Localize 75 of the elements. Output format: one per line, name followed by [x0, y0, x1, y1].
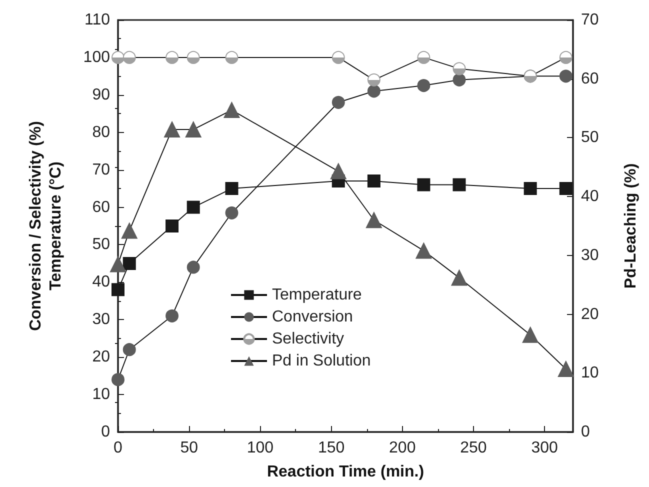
y-tick-label: 0: [101, 424, 110, 440]
y-tick-label: 100: [83, 48, 110, 66]
y-tick-label: 20: [92, 348, 110, 366]
point: [122, 50, 136, 64]
point: [225, 50, 238, 64]
point: [417, 50, 430, 64]
x-tick-label: 200: [389, 440, 416, 456]
y2-tick-label: 20: [581, 306, 599, 323]
y-axis-title: Conversion / Selectivity (%) Temperature (°C): [28, 121, 64, 331]
point: [367, 73, 380, 86]
legend-label: Selectivity: [272, 330, 344, 348]
point: [112, 50, 124, 64]
x-tick-label: 50: [180, 440, 198, 456]
point: [452, 73, 466, 86]
point: [522, 326, 538, 343]
point: [186, 50, 200, 64]
point: [164, 121, 180, 138]
point: [332, 96, 345, 109]
y2-tick-label: 70: [581, 12, 599, 28]
point: [166, 309, 179, 322]
point: [224, 102, 240, 118]
x-tick-label: 100: [246, 440, 274, 456]
point: [559, 182, 572, 196]
x-tick-label: 300: [531, 440, 558, 456]
point: [367, 174, 380, 188]
y2-tick-label: 60: [581, 70, 599, 88]
point: [417, 178, 430, 192]
point: [558, 361, 574, 378]
point: [186, 260, 200, 274]
point: [166, 220, 179, 232]
y2-tick-label: 40: [581, 188, 599, 206]
y-tick-label: 10: [92, 386, 110, 404]
point: [186, 200, 200, 214]
y-tick-label: 90: [92, 86, 110, 104]
point: [166, 50, 179, 64]
x-tick-label: 150: [318, 440, 345, 456]
y-tick-label: 40: [92, 274, 110, 291]
point: [367, 84, 380, 98]
x-axis-title: Reaction Time (min.): [266, 464, 424, 480]
point: [452, 62, 466, 76]
y-tick-label: 70: [92, 161, 110, 178]
legend-label: Conversion: [272, 308, 353, 326]
point: [451, 270, 468, 286]
point: [121, 222, 138, 239]
point: [524, 182, 537, 196]
y2-tick-label: 30: [581, 246, 599, 264]
point: [112, 283, 124, 296]
point: [330, 163, 346, 180]
point: [112, 373, 124, 386]
point: [122, 343, 136, 356]
point: [416, 242, 432, 259]
point: [452, 178, 466, 192]
x-tick-label: 0: [114, 440, 123, 456]
point: [225, 206, 238, 220]
point: [559, 70, 572, 83]
y-tick-label: 30: [92, 311, 110, 328]
x-tick-label: 250: [460, 440, 487, 456]
point: [366, 212, 382, 228]
legend-label: Pd in Solution: [272, 352, 371, 370]
legend-label: Temperature: [272, 286, 362, 304]
y2-tick-label: 0: [581, 424, 590, 440]
y-tick-label: 60: [92, 198, 110, 216]
point: [417, 79, 430, 92]
y-tick-label: 80: [92, 124, 110, 141]
y2-axis-title: Pd-Leaching (%): [622, 163, 640, 289]
y-tick-label: 110: [84, 12, 110, 28]
y-tick-label: 50: [92, 236, 110, 254]
point: [110, 256, 126, 272]
point: [185, 121, 202, 138]
point: [559, 50, 572, 64]
y2-tick-label: 10: [581, 364, 599, 382]
y2-tick-label: 50: [581, 129, 599, 146]
point: [225, 182, 238, 196]
point: [122, 256, 136, 270]
point: [332, 50, 345, 64]
